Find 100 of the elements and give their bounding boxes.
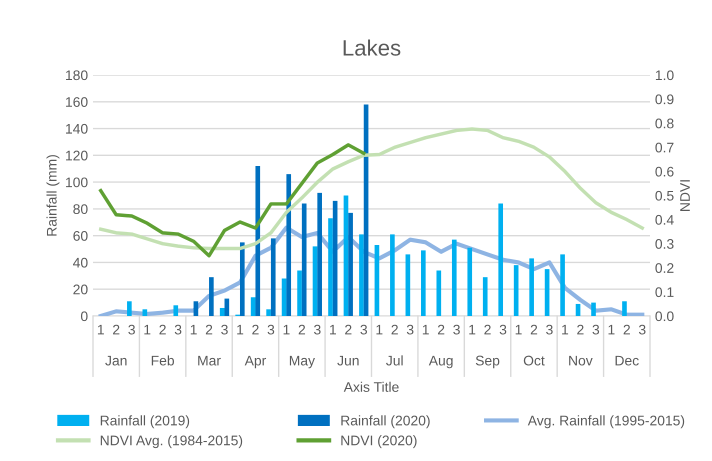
bar (344, 196, 348, 316)
bar (514, 265, 518, 316)
text: Oct (524, 356, 545, 366)
line-series (99, 143, 366, 258)
bar (255, 166, 260, 316)
bar (364, 104, 368, 316)
bar (560, 254, 565, 316)
y-axis-title: Rainfall (mm) (46, 155, 60, 236)
x-tick-label: 3 (221, 324, 228, 335)
x-tick-label: 3 (174, 324, 182, 335)
bar (286, 174, 292, 316)
x-tick-label: 3 (638, 324, 646, 335)
y2-tick-label: 0.3 (655, 239, 674, 249)
bar (576, 304, 580, 316)
x-tick-label: 2 (577, 324, 584, 334)
bar (591, 302, 596, 316)
bar (250, 297, 256, 316)
bar (317, 192, 322, 316)
x-tick-label: 1 (284, 324, 290, 334)
bar (266, 309, 271, 316)
bar (142, 309, 148, 316)
x-tick-label: 3 (453, 324, 460, 335)
x-tick-label: 2 (159, 324, 166, 334)
bar (467, 248, 472, 316)
x-tick-label: 1 (144, 324, 150, 334)
x-tick-label: 1 (469, 324, 476, 334)
y2-tick-label: 0.0 (655, 311, 674, 322)
x-tick-label: 2 (345, 324, 352, 334)
y2-tick-label: 1.0 (656, 70, 674, 80)
x-tick-label: 2 (298, 324, 306, 334)
y2-tick-label: 0.1 (655, 287, 674, 298)
y2-tick-label: 0.4 (655, 214, 674, 225)
x-tick-label: 1 (562, 324, 568, 334)
bar (544, 269, 550, 316)
bar (270, 238, 276, 316)
y-tick-label: 80 (73, 204, 88, 214)
x-tick-label: 1 (237, 324, 244, 334)
bar (348, 212, 353, 316)
bar (240, 242, 245, 316)
y-tick-label: 40 (73, 258, 88, 268)
x-tick-label: 2 (438, 324, 444, 334)
bar (297, 270, 302, 316)
y-tick-label: 180 (66, 70, 88, 80)
x-tick-label: 3 (546, 324, 553, 335)
x-tick-label: 1 (330, 324, 336, 334)
x-tick-label: 3 (268, 324, 274, 335)
x-tick-label: 2 (484, 324, 491, 334)
x-tick-label: 3 (500, 324, 506, 335)
bar (406, 254, 410, 316)
bar (302, 204, 307, 316)
y-tick-label: 160 (66, 97, 88, 107)
x-tick-label: 3 (592, 324, 600, 335)
bar (390, 234, 395, 316)
bar (127, 301, 132, 316)
text: Jul (386, 355, 403, 366)
bar (498, 204, 504, 316)
x-tick-label: 2 (530, 324, 538, 334)
x-tick-label: 3 (406, 324, 414, 335)
text: Sep (476, 356, 500, 368)
x-tick-label: 2 (113, 324, 120, 334)
text: May (290, 356, 315, 368)
legend-label: Avg. Rainfall (1995-2015) (528, 415, 684, 428)
y2-tick-label: 0.7 (655, 142, 674, 152)
legend-label: NDVI Avg. (1984-2015) (100, 435, 242, 448)
bar (359, 234, 364, 316)
text: Mar (198, 356, 221, 366)
bar (622, 301, 627, 316)
bar (328, 218, 333, 316)
y2-tick-label: 0.5 (655, 190, 674, 201)
y2-tick-label: 0.6 (655, 166, 674, 177)
x-axis-title: Axis Title (344, 382, 399, 392)
y2-tick-label: 0.9 (655, 94, 674, 104)
legend-label: Rainfall (2020) (341, 415, 430, 428)
y-tick-label: 140 (66, 124, 88, 134)
bar (312, 246, 318, 316)
text: Jun (337, 356, 359, 366)
legend-label: NDVI (2020) (341, 435, 417, 448)
x-tick-label: 1 (98, 324, 104, 334)
x-tick-label: 2 (252, 324, 259, 334)
bar (209, 277, 214, 316)
bar (482, 277, 488, 316)
y-tick-label: 20 (73, 284, 88, 294)
x-tick-label: 1 (376, 324, 382, 334)
x-tick-label: 1 (608, 324, 615, 334)
y-tick-label: 120 (66, 150, 88, 161)
x-tick-label: 2 (392, 324, 398, 334)
text: Feb (152, 355, 174, 366)
x-tick-label: 1 (190, 324, 197, 334)
x-tick-label: 1 (516, 324, 522, 334)
y-tick-label: 0 (80, 311, 88, 322)
legend-label: Rainfall (2019) (100, 415, 190, 428)
line-series (99, 127, 644, 250)
y-tick-label: 60 (73, 231, 88, 241)
y2-axis-title: NDVI (680, 180, 690, 211)
x-tick-label: 1 (422, 324, 429, 334)
x-tick-label: 3 (128, 324, 135, 335)
y2-tick-label: 0.8 (655, 118, 674, 128)
bar (194, 301, 198, 316)
bar (220, 308, 225, 316)
bar (173, 305, 178, 316)
